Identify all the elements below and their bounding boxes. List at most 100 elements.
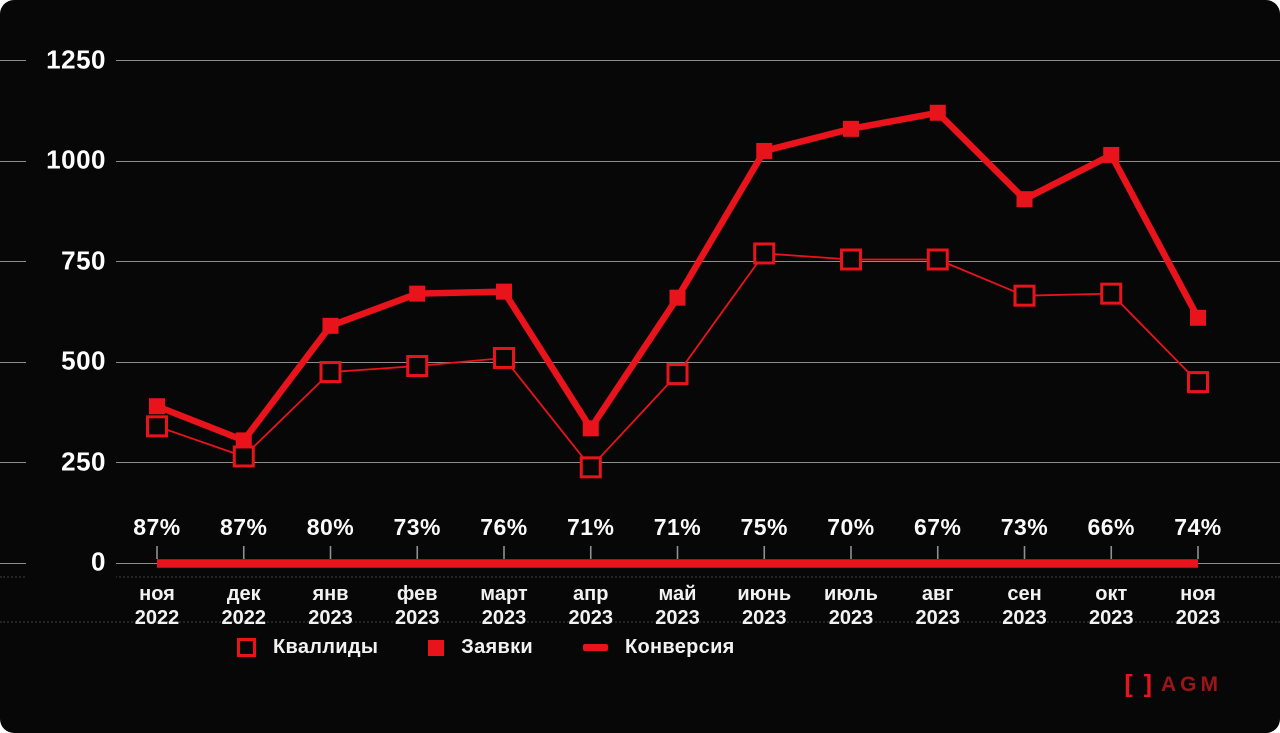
zayavki-line (155, 109, 1201, 444)
month-label: июнь 2023 (737, 582, 791, 631)
zayavki-point (669, 289, 686, 306)
kvallidy-line (156, 252, 1199, 469)
zayavki-point (756, 142, 773, 159)
gridline-500 (0, 361, 1280, 363)
month-year: 2023 (742, 607, 787, 630)
month-year: 2022 (221, 607, 267, 630)
month-label: сен 2023 (1002, 582, 1047, 631)
conversion-value: 67% (913, 514, 962, 540)
zayavki-point (149, 398, 165, 415)
gridline-250 (0, 462, 1280, 463)
month-year: 2023 (915, 607, 961, 630)
y-axis-label-500: 500 (26, 342, 116, 380)
month-year: 2023 (481, 607, 527, 630)
conversion-value: 66% (1087, 514, 1136, 540)
y-axis-label-750: 750 (26, 241, 116, 279)
month-year: 2023 (308, 607, 353, 630)
conversion-value: 70% (827, 514, 875, 540)
zayavki-point (322, 317, 339, 334)
month-name: фев (396, 583, 438, 605)
month-name: июнь (737, 583, 792, 605)
month-label: ноя 2023 (1176, 582, 1221, 631)
zayavki-point (843, 120, 859, 137)
month-name: ноя (139, 583, 175, 605)
gridline-1250 (0, 60, 1280, 61)
y-axis-label-0: 0 (26, 543, 116, 581)
y-axis-label-1000: 1000 (26, 141, 116, 179)
month-year: 2023 (1175, 607, 1221, 630)
gridline-750 (0, 261, 1280, 262)
conversion-value: 76% (480, 514, 528, 540)
month-name: сен (1007, 583, 1042, 605)
logo-text: AGM (1161, 672, 1222, 696)
open-square-marker-icon (237, 638, 256, 657)
month-name: янв (312, 583, 349, 605)
conversion-value: 75% (740, 514, 789, 540)
month-label: янв 2023 (308, 582, 353, 631)
y-axis-label-1250: 1250 (26, 40, 116, 78)
legend-label: Кваллиды (273, 636, 379, 658)
kvallidy-point (232, 445, 255, 468)
legend-item-filled-square: Заявки (428, 636, 533, 659)
gridline-1000 (0, 160, 1280, 162)
month-year: 2023 (1089, 607, 1134, 630)
month-label: ноя 2022 (135, 582, 180, 631)
month-year: 2023 (655, 607, 700, 630)
legend-item-thick-line: Конверсия (582, 636, 735, 659)
zayavki-point (929, 104, 946, 121)
month-label: фев 2023 (395, 582, 440, 631)
legend-item-open-square: Кваллиды (237, 636, 378, 659)
zayavki-point (582, 420, 599, 437)
kvallidy-point (579, 456, 602, 479)
zayavki-point (235, 432, 252, 449)
month-name: дек (226, 583, 261, 605)
month-year: 2023 (568, 607, 614, 630)
month-label: окт 2023 (1089, 582, 1134, 631)
kvallidy-point (319, 361, 342, 384)
conversion-value: 74% (1174, 514, 1222, 540)
month-year: 2023 (828, 607, 874, 630)
zayavki-point (1103, 146, 1120, 163)
legend: Кваллиды Заявки Конверсия (237, 636, 735, 659)
month-name: авг (921, 583, 954, 605)
month-name: окт (1095, 583, 1128, 605)
month-year: 2023 (395, 607, 440, 630)
month-label: авг 2023 (916, 582, 961, 631)
conversion-value: 71% (653, 514, 702, 540)
brand-logo: [ ] AGM (1124, 670, 1222, 699)
month-label: март 2023 (480, 582, 527, 631)
conversion-value: 80% (306, 514, 355, 540)
zayavki-point (496, 283, 512, 300)
zayavki-point (409, 285, 426, 302)
logo-brackets-icon: [ ] (1124, 670, 1154, 698)
month-name: июль (824, 583, 878, 605)
month-label: дек 2022 (222, 582, 267, 631)
month-label: май 2023 (655, 582, 700, 631)
zayavki-point (1190, 309, 1206, 326)
month-name: апр (573, 583, 609, 605)
kvallidy-point (406, 355, 429, 378)
month-year: 2023 (1002, 607, 1047, 630)
month-label: апр 2023 (569, 582, 614, 631)
conversion-value: 87% (219, 514, 268, 540)
month-name: март (480, 583, 528, 605)
legend-label: Конверсия (624, 636, 735, 658)
month-year: 2022 (134, 607, 180, 630)
conversion-value: 87% (133, 514, 181, 540)
kvallidy-point (146, 415, 168, 438)
kvallidy-point (1187, 371, 1209, 394)
kvallidy-point (493, 346, 515, 369)
conversion-value: 73% (393, 514, 442, 540)
kvallidy-point (840, 248, 862, 271)
kvallidy-point (666, 363, 689, 386)
month-name: май (658, 583, 697, 605)
kvallidy-point (926, 248, 949, 271)
zayavki-point (1016, 191, 1033, 208)
kvallidy-point (1013, 284, 1036, 307)
kvallidy-point (1100, 282, 1123, 305)
y-axis-label-250: 250 (26, 442, 116, 480)
conversion-value: 71% (566, 514, 615, 540)
legend-label: Заявки (461, 636, 533, 658)
